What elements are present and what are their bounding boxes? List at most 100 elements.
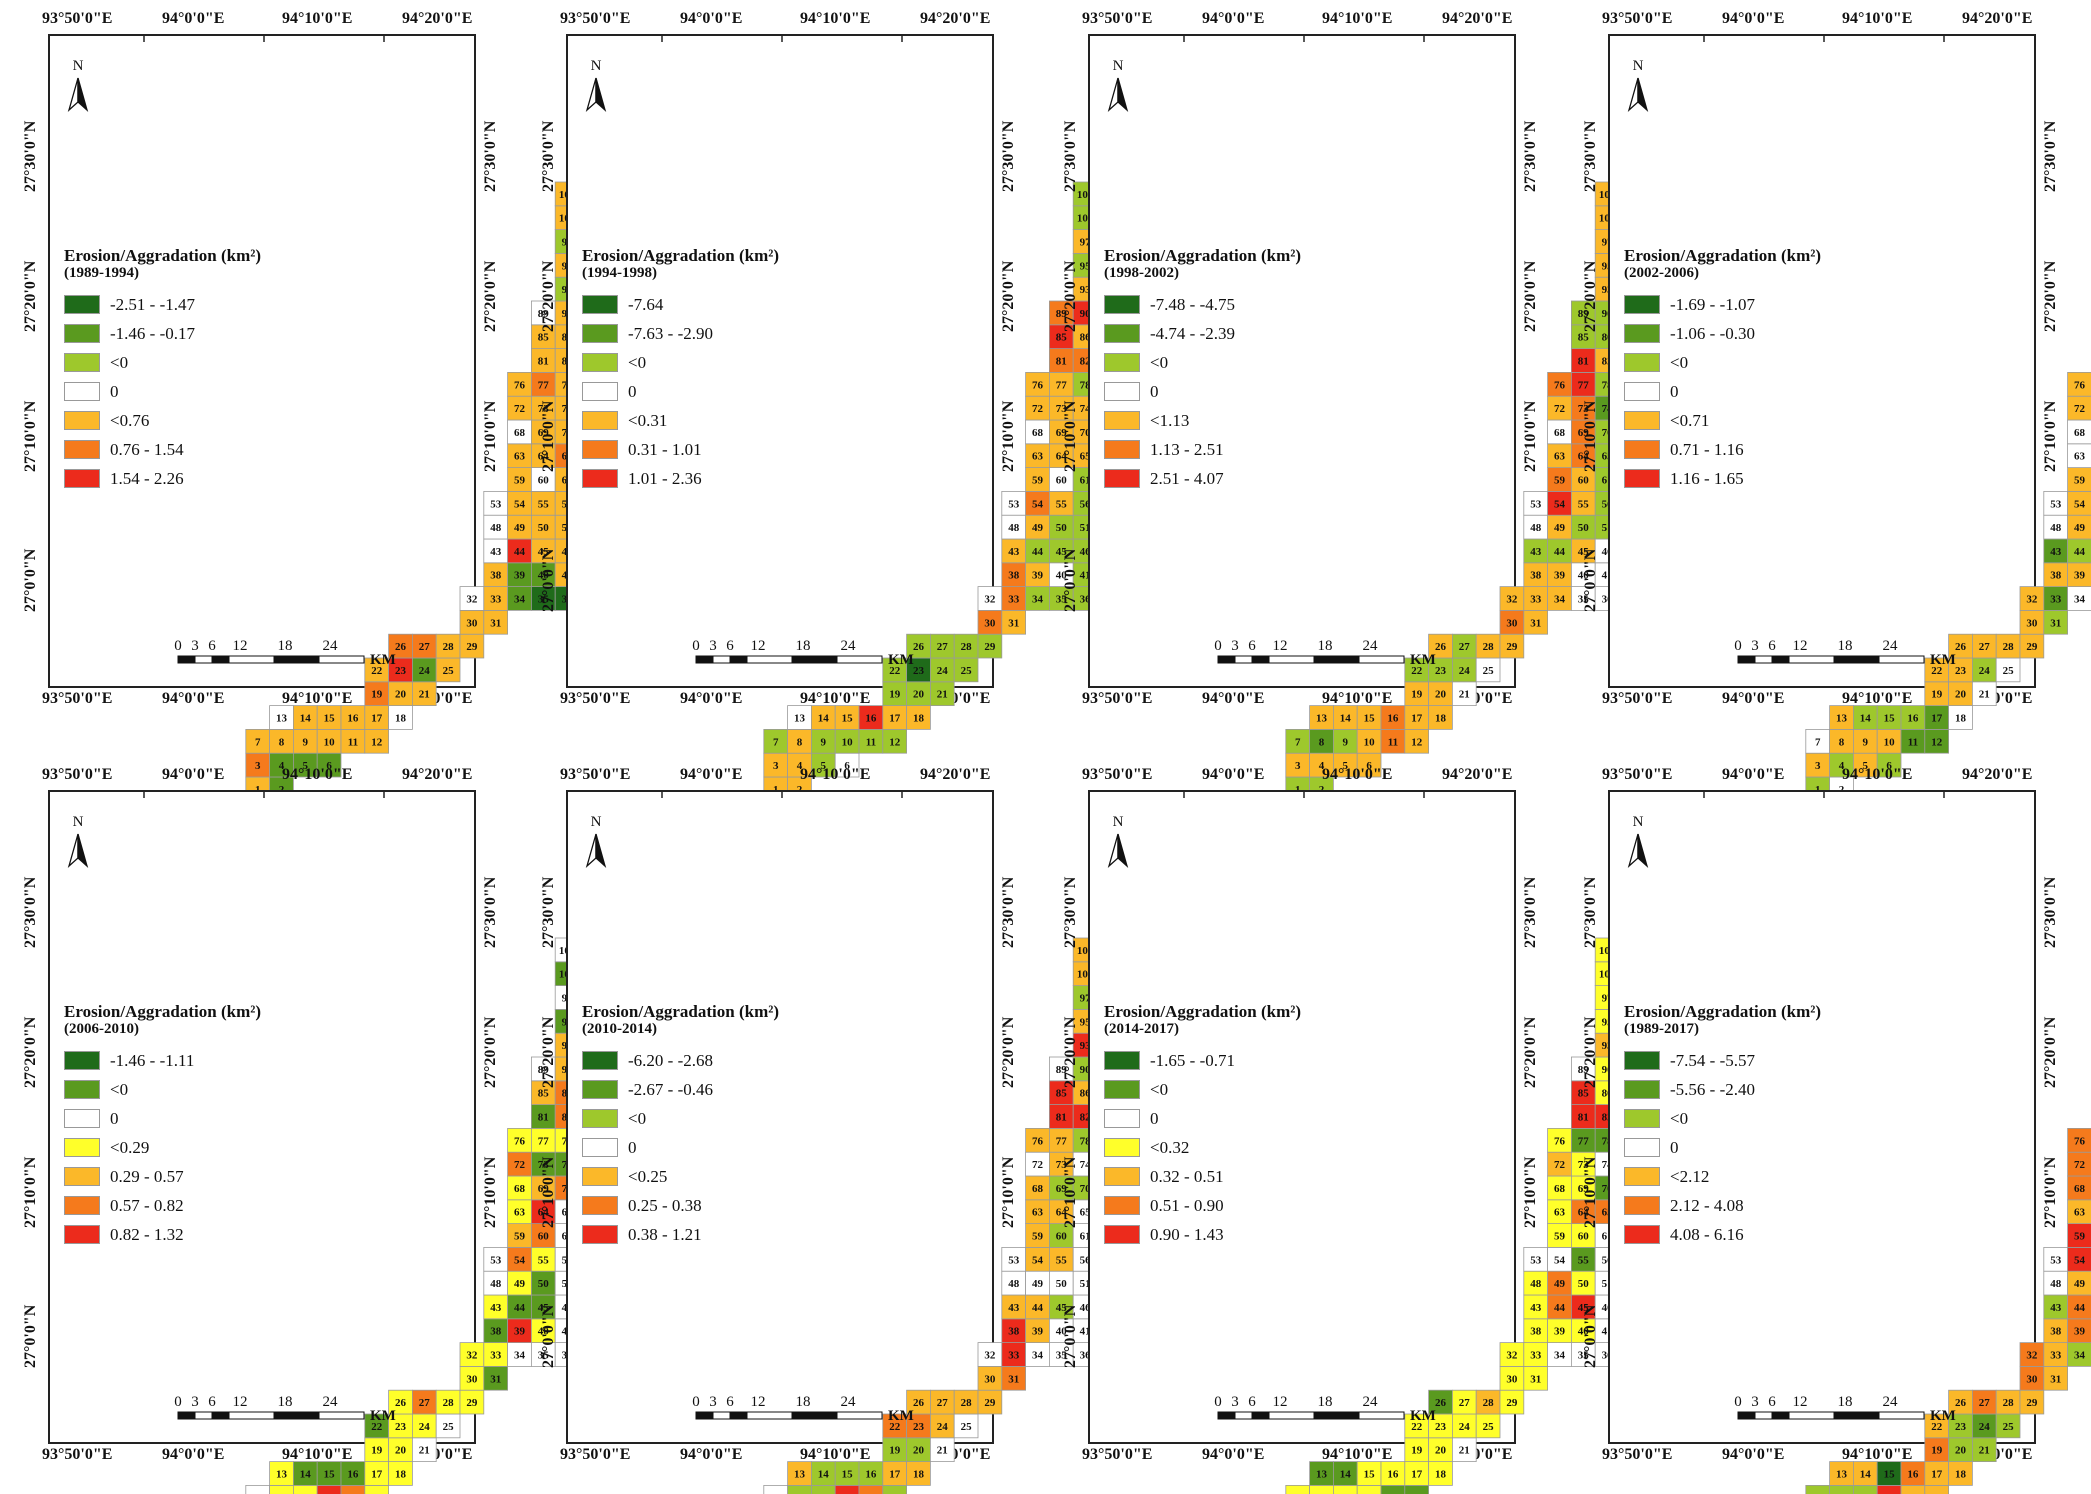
grid-cell-id: 34 <box>1032 594 1044 606</box>
grid-cell-id: 9 <box>821 736 827 748</box>
legend-label: 0.25 - 0.38 <box>628 1195 702 1215</box>
grid-cell-id: 60 <box>1056 1231 1068 1243</box>
grid-cell-id: 41 <box>1602 570 1613 582</box>
longitude-label-top: 93°50'0"E <box>1082 10 1153 27</box>
grid-cell-id: 11 <box>348 736 358 748</box>
grid-cells: 1234567891011121314151617181920212223242… <box>1805 300 2091 802</box>
legend-label: 0.57 - 0.82 <box>110 1195 184 1215</box>
grid-cell-id: 76 <box>1032 1135 1044 1147</box>
grid-cell-id: 82 <box>1602 1112 1614 1124</box>
grid-cell-id: 34 <box>1554 1350 1566 1362</box>
longitude-label-top: 93°50'0"E <box>1082 766 1153 783</box>
grid-cell-id: 29 <box>466 1397 478 1409</box>
grid-cell-id: 12 <box>889 736 901 748</box>
grid-cell-id: 81 <box>1056 356 1067 368</box>
legend-item: 0 <box>1104 1104 1301 1133</box>
legend-item: <0 <box>64 1075 261 1104</box>
legend-swatch <box>1624 1196 1660 1215</box>
longitude-label-top: 93°50'0"E <box>1602 10 1673 27</box>
grid-cell-id: 76 <box>1554 379 1566 391</box>
legend-item: -2.51 - -1.47 <box>64 290 261 319</box>
grid-cell-id: 40 <box>1578 1326 1590 1338</box>
grid-cell-id: 26 <box>395 641 407 653</box>
north-arrow-icon: N <box>1107 814 1129 868</box>
longitude-label-top: 94°10'0"E <box>1322 10 1393 27</box>
scale-bar-tick-label: 6 <box>208 1394 216 1410</box>
grid-cell-id: 26 <box>913 641 925 653</box>
grid-cell-id: 48 <box>1530 522 1542 534</box>
longitude-label-bottom: 93°50'0"E <box>560 690 631 707</box>
scale-bar: 0 3 6 12 18 24 KM <box>1734 1394 1956 1424</box>
legend-swatch <box>582 440 618 459</box>
legend-label: <0.71 <box>1670 410 1710 430</box>
grid-cell-id: 22 <box>1931 665 1943 677</box>
longitude-label-top: 93°50'0"E <box>42 10 113 27</box>
scale-bar-unit: KM <box>370 652 396 668</box>
grid-cell-id: 28 <box>443 641 455 653</box>
legend-item: 0 <box>1624 1133 1821 1162</box>
latitude-label-left: 27°30'0"N <box>22 120 39 192</box>
grid-cell-id: 5 <box>1343 760 1349 772</box>
legend-label: -1.69 - -1.07 <box>1670 294 1755 314</box>
legend-item: <0 <box>1624 348 1821 377</box>
grid-cell-id: 54 <box>2074 498 2086 510</box>
map-panel: 93°50'0"E 94°0'0"E 94°10'0"E 94°20'0"E 93°50… <box>518 758 1145 1494</box>
grid-cell-id: 74 <box>1602 1159 1614 1171</box>
grid-cell-id: 48 <box>490 1278 502 1290</box>
grid-cell-id: 95 <box>1602 260 1614 272</box>
latitude-label-right: 27°20'0"N <box>1522 1016 1539 1088</box>
legend-label: 0.38 - 1.21 <box>628 1224 702 1244</box>
legend-label: -1.06 - -0.30 <box>1670 323 1755 343</box>
grid-cell-id: 40 <box>1056 570 1068 582</box>
grid-cell-id: 89 <box>1056 308 1068 320</box>
grid-cell-id: 55 <box>538 498 550 510</box>
legend-swatch <box>64 1138 100 1157</box>
grid-cell-id: 32 <box>2026 1350 2038 1362</box>
scale-bar-tick-label: 18 <box>1838 1394 1853 1410</box>
grid-cell-id: 78 <box>1602 1135 1614 1147</box>
longitude-label-top: 94°10'0"E <box>800 766 871 783</box>
grid-cell-id: 95 <box>1080 1016 1092 1028</box>
legend-period: (1989-1994) <box>64 265 139 281</box>
scale-bar-tick-label: 24 <box>323 1394 339 1410</box>
legend-swatch <box>582 1080 618 1099</box>
grid-cell-id: 29 <box>1506 641 1518 653</box>
latitude-label-right: 27°10'0"N <box>1000 1156 1017 1228</box>
grid-cell-id: 46 <box>1602 1302 1614 1314</box>
grid-cell-id: 50 <box>1578 1278 1590 1290</box>
grid-cell-id: 27 <box>1459 641 1471 653</box>
legend-item: <0.29 <box>64 1133 261 1162</box>
map-frame: 1234567891011121314151617181920212223242… <box>566 34 1145 802</box>
grid-cell-id: 32 <box>466 1350 478 1362</box>
legend-period: (1994-1998) <box>582 265 657 281</box>
legend-label: -7.48 - -4.75 <box>1150 294 1235 314</box>
grid-cell-id: 51 <box>1602 1278 1613 1290</box>
scale-bar-tick-label: 12 <box>751 1394 766 1410</box>
grid-cell-id: 68 <box>2074 1183 2086 1195</box>
legend-swatch <box>64 295 100 314</box>
grid-cell-id: 27 <box>937 1397 949 1409</box>
latitude-label-right: 27°10'0"N <box>482 400 499 472</box>
longitude-label-bottom: 94°10'0"E <box>800 690 871 707</box>
grid-cell-id: 45 <box>1056 1302 1068 1314</box>
grid-cell-id: 65 <box>1602 451 1614 463</box>
legend-label: <0.31 <box>628 410 668 430</box>
scale-bar: 0 3 6 12 18 24 KM <box>174 1394 396 1424</box>
grid-cell-id: 20 <box>1955 689 1967 701</box>
grid-cell-id: 29 <box>984 1397 996 1409</box>
grid-cell-id: 73 <box>538 403 550 415</box>
grid-cell-id: 34 <box>514 594 526 606</box>
grid-cell-id: 8 <box>1319 736 1325 748</box>
grid-cell-id: 1 <box>1295 784 1301 796</box>
legend-swatch <box>64 324 100 343</box>
legend-label: 1.16 - 1.65 <box>1670 468 1744 488</box>
grid-cell-id: 53 <box>490 1254 502 1266</box>
grid-cell-id: 13 <box>276 713 288 725</box>
grid-cell-id: 26 <box>1955 1397 1967 1409</box>
grid-cell-id: 44 <box>1032 546 1044 558</box>
longitude-label-bottom: 94°10'0"E <box>282 1446 353 1463</box>
grid-cell-id: 70 <box>1080 427 1092 439</box>
grid-cell-id: 16 <box>347 713 359 725</box>
legend-label: <0 <box>628 1108 647 1128</box>
grid-cell-id: 13 <box>794 713 806 725</box>
